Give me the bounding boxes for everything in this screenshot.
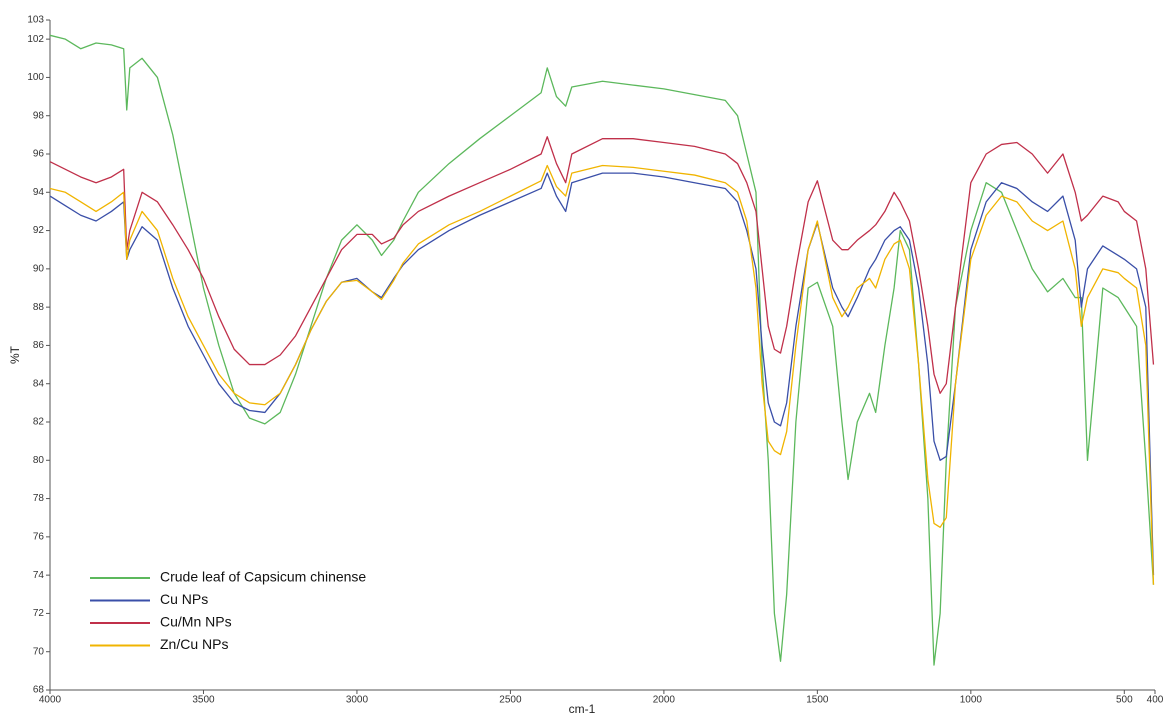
y-tick-label: 82 (33, 417, 45, 428)
legend-text: Cu/Mn NPs (160, 614, 232, 630)
x-tick-label: 500 (1116, 695, 1133, 706)
x-tick-label: 2500 (499, 695, 522, 706)
y-tick-label: 68 (33, 685, 45, 696)
y-tick-label: 80 (33, 455, 45, 466)
x-tick-label: 400 (1147, 695, 1164, 706)
y-tick-label: 102 (27, 34, 44, 45)
x-axis-title: cm-1 (569, 702, 596, 716)
x-tick-label: 1500 (806, 695, 829, 706)
y-tick-label: 88 (33, 302, 45, 313)
y-axis-title: %T (8, 345, 22, 364)
x-tick-label: 4000 (39, 695, 62, 706)
legend-text: Crude leaf of Capsicum chinense (160, 569, 366, 585)
series-line (49, 172, 1155, 576)
x-tick-label: 2000 (653, 695, 676, 706)
y-tick-label: 98 (33, 110, 45, 121)
y-tick-label: 94 (33, 187, 45, 198)
legend-text: Zn/Cu NPs (160, 636, 228, 652)
y-tick-label: 70 (33, 646, 45, 657)
y-tick-label: 76 (33, 531, 45, 542)
y-tick-label: 96 (33, 149, 45, 160)
legend-text: Cu NPs (160, 591, 208, 607)
series-line (49, 34, 1155, 666)
x-tick-label: 1000 (960, 695, 983, 706)
y-tick-label: 78 (33, 493, 45, 504)
series-line (49, 164, 1155, 585)
y-tick-label: 72 (33, 608, 45, 619)
y-tick-label: 103 (27, 15, 44, 26)
y-tick-label: 100 (27, 72, 44, 83)
y-tick-label: 84 (33, 378, 45, 389)
y-tick-label: 90 (33, 263, 45, 274)
y-tick-label: 86 (33, 340, 45, 351)
series-line (49, 136, 1155, 394)
y-tick-label: 74 (33, 570, 45, 581)
y-tick-label: 92 (33, 225, 45, 236)
x-tick-label: 3500 (192, 695, 215, 706)
x-tick-label: 3000 (346, 695, 369, 706)
